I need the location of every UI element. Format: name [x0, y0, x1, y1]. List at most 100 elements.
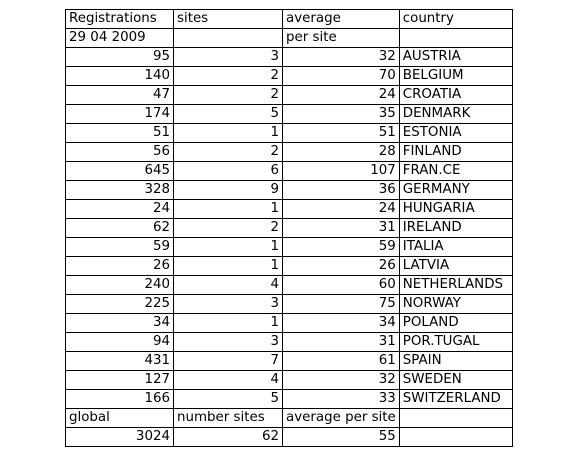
sites-cell: 1	[173, 256, 283, 276]
table-row: 56 2 28 FINLAND	[65, 142, 513, 162]
average-cell: 33	[282, 389, 400, 409]
sites-cell: 3	[173, 294, 283, 314]
table-row: 166 5 33 SWITZERLAND	[65, 389, 513, 409]
sites-cell: 2	[173, 142, 283, 162]
table-row: 62 2 31 IRELAND	[65, 218, 513, 238]
sites-cell: 1	[173, 123, 283, 143]
sites-cell: 5	[173, 104, 283, 124]
header-registrations: Registrations	[65, 9, 174, 29]
average-cell: 60	[282, 275, 400, 295]
header-row: Registrations sites average country	[65, 9, 513, 29]
registrations-cell: 62	[65, 218, 174, 238]
average-cell: 31	[282, 218, 400, 238]
average-cell: 24	[282, 199, 400, 219]
header-sites: sites	[173, 9, 283, 29]
country-cell: ESTONIA	[398, 123, 513, 143]
registrations-cell: 56	[65, 142, 174, 162]
country-cell: HUNGARIA	[398, 199, 513, 219]
table-row: 140 2 70 BELGIUM	[65, 66, 513, 86]
header-per-site: per site	[282, 28, 400, 48]
registrations-cell: 24	[65, 199, 174, 219]
country-cell: FRAN.CE	[398, 161, 513, 181]
sites-cell: 2	[173, 66, 283, 86]
average-cell: 35	[282, 104, 400, 124]
header-date: 29 04 2009	[65, 28, 174, 48]
registrations-cell: 166	[65, 389, 174, 409]
average-cell: 31	[282, 332, 400, 352]
average-cell: 34	[282, 313, 400, 333]
sites-cell: 7	[173, 351, 283, 371]
table-row: 51 1 51 ESTONIA	[65, 123, 513, 143]
sites-cell: 6	[173, 161, 283, 181]
registrations-cell: 240	[65, 275, 174, 295]
table-row: 47 2 24 CROATIA	[65, 85, 513, 105]
table-row: 645 6 107 FRAN.CE	[65, 161, 513, 181]
sites-cell: 2	[173, 85, 283, 105]
table-row: 95 3 32 AUSTRIA	[65, 47, 513, 67]
country-cell: GERMANY	[398, 180, 513, 200]
table-row: 431 7 61 SPAIN	[65, 351, 513, 371]
registrations-cell: 645	[65, 161, 174, 181]
country-cell: SWITZERLAND	[398, 389, 513, 409]
registrations-cell: 140	[65, 66, 174, 86]
registrations-cell: 94	[65, 332, 174, 352]
sites-cell: 1	[173, 237, 283, 257]
country-cell: POLAND	[398, 313, 513, 333]
country-cell: AUSTRIA	[398, 47, 513, 67]
number-sites-label: number sites	[173, 408, 283, 428]
table-row: 94 3 31 POR.TUGAL	[65, 332, 513, 352]
average-per-site-value: 55	[282, 427, 400, 447]
table-body: Registrations sites average country 29 0…	[65, 9, 513, 48]
registrations-cell: 95	[65, 47, 174, 67]
average-cell: 26	[282, 256, 400, 276]
header-country: country	[398, 9, 513, 29]
average-cell: 36	[282, 180, 400, 200]
registrations-cell: 34	[65, 313, 174, 333]
number-sites-value: 62	[173, 427, 283, 447]
table-row: 34 1 34 POLAND	[65, 313, 513, 333]
average-cell: 70	[282, 66, 400, 86]
table-row: 24 1 24 HUNGARIA	[65, 199, 513, 219]
registrations-cell: 174	[65, 104, 174, 124]
country-cell: NORWAY	[398, 294, 513, 314]
sites-cell: 2	[173, 218, 283, 238]
sites-cell: 9	[173, 180, 283, 200]
country-cell: CROATIA	[398, 85, 513, 105]
footer-value-row: 3024 62 55	[65, 427, 513, 447]
table-row: 127 4 32 SWEDEN	[65, 370, 513, 390]
registrations-cell: 47	[65, 85, 174, 105]
footer: global number sites average per site 302…	[65, 408, 513, 447]
registrations-cell: 127	[65, 370, 174, 390]
average-per-site-label: average per site	[282, 408, 400, 428]
sites-cell: 4	[173, 275, 283, 295]
header-country-blank	[398, 28, 513, 48]
sites-cell: 1	[173, 313, 283, 333]
country-cell: SPAIN	[398, 351, 513, 371]
header-average: average	[282, 9, 400, 29]
average-cell: 28	[282, 142, 400, 162]
registrations-cell: 51	[65, 123, 174, 143]
registrations-cell: 328	[65, 180, 174, 200]
sites-cell: 3	[173, 332, 283, 352]
country-cell: NETHERLANDS	[398, 275, 513, 295]
average-cell: 59	[282, 237, 400, 257]
average-cell: 51	[282, 123, 400, 143]
sites-cell: 5	[173, 389, 283, 409]
header-sites-blank	[173, 28, 283, 48]
country-cell: ITALIA	[398, 237, 513, 257]
sites-cell: 3	[173, 47, 283, 67]
average-cell: 75	[282, 294, 400, 314]
table-row: 174 5 35 DENMARK	[65, 104, 513, 124]
global-label: global	[65, 408, 174, 428]
table-row: 59 1 59 ITALIA	[65, 237, 513, 257]
sites-cell: 1	[173, 199, 283, 219]
country-cell: POR.TUGAL	[398, 332, 513, 352]
footer-label-row: global number sites average per site	[65, 408, 513, 428]
table-row: 225 3 75 NORWAY	[65, 294, 513, 314]
registrations-cell: 59	[65, 237, 174, 257]
registrations-table: Registrations sites average country 29 0…	[65, 9, 513, 447]
registrations-cell: 225	[65, 294, 174, 314]
average-cell: 61	[282, 351, 400, 371]
footer-blank-2	[398, 427, 513, 447]
country-cell: FINLAND	[398, 142, 513, 162]
